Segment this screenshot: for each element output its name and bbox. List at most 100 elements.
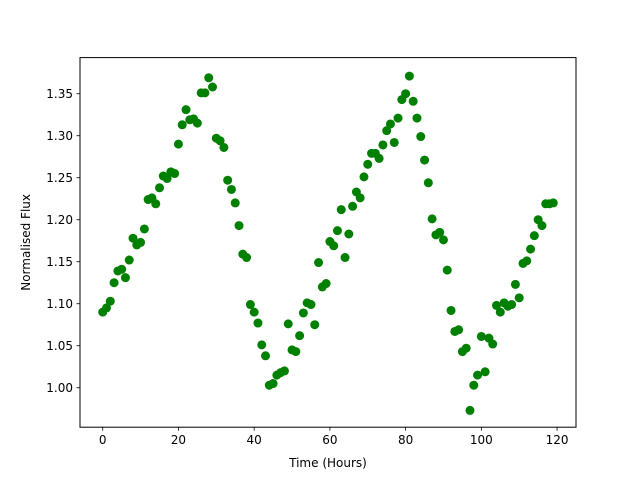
data-point	[537, 221, 547, 231]
data-point	[495, 307, 505, 317]
data-point	[491, 300, 501, 310]
y-tick-label: 1.30	[46, 129, 73, 143]
data-point	[181, 105, 191, 115]
data-point	[454, 325, 464, 335]
data-point	[162, 174, 172, 184]
data-point	[208, 82, 218, 92]
data-point	[105, 296, 115, 306]
data-point	[461, 343, 471, 353]
y-tick-label: 1.00	[46, 381, 73, 395]
data-point	[408, 96, 418, 106]
data-point	[514, 293, 524, 303]
x-axis-ticks: 0 20 40 60 80 100 120	[99, 427, 569, 447]
y-axis-label: Normalised Flux	[19, 194, 33, 291]
x-tick-label: 20	[171, 433, 186, 447]
data-point	[526, 244, 536, 254]
data-point	[548, 198, 558, 208]
data-point	[155, 183, 165, 193]
data-point	[283, 319, 293, 329]
data-point	[321, 279, 331, 289]
data-point	[382, 126, 392, 136]
data-point	[219, 142, 229, 152]
plot-frame	[79, 57, 577, 428]
data-point	[102, 303, 112, 313]
data-point	[314, 258, 324, 268]
data-point	[473, 370, 483, 380]
data-point	[234, 221, 244, 231]
data-point	[416, 132, 426, 142]
data-point	[261, 351, 271, 361]
data-point	[522, 256, 532, 266]
data-point	[136, 237, 146, 247]
x-tick-label: 0	[99, 433, 107, 447]
data-point	[291, 347, 301, 357]
y-tick-label: 1.35	[46, 87, 73, 101]
data-point	[423, 178, 433, 188]
data-point	[420, 155, 430, 165]
data-point	[200, 88, 210, 98]
data-point	[355, 193, 365, 203]
data-point	[529, 231, 539, 241]
data-point	[348, 201, 358, 211]
data-point	[401, 89, 411, 99]
data-point	[230, 198, 240, 208]
data-point	[124, 255, 134, 265]
data-point	[359, 172, 369, 182]
x-tick-label: 60	[322, 433, 337, 447]
data-point	[510, 279, 520, 289]
data-point	[173, 139, 183, 149]
data-point	[378, 140, 388, 150]
data-point	[268, 379, 278, 389]
data-point	[128, 233, 138, 243]
data-point	[109, 278, 119, 288]
x-tick-label: 120	[546, 433, 569, 447]
data-point	[151, 199, 161, 209]
data-point	[298, 308, 308, 318]
data-point	[170, 169, 180, 179]
data-point	[476, 331, 486, 341]
data-point	[363, 159, 373, 169]
data-point	[215, 136, 225, 146]
data-point	[465, 405, 475, 415]
x-tick-label: 80	[398, 433, 413, 447]
data-point	[488, 339, 498, 349]
data-points	[98, 71, 558, 415]
x-axis-label: Time (Hours)	[288, 456, 367, 470]
data-point	[306, 300, 316, 310]
data-point	[295, 331, 305, 341]
data-point	[249, 307, 259, 317]
data-point	[393, 113, 403, 123]
data-point	[404, 71, 414, 81]
data-point	[344, 229, 354, 239]
data-point	[245, 300, 255, 310]
x-tick-label: 100	[470, 433, 493, 447]
data-point	[253, 318, 263, 328]
data-point	[412, 113, 422, 123]
data-point	[120, 273, 130, 283]
data-point	[332, 226, 342, 236]
data-point	[192, 118, 202, 128]
data-point	[442, 265, 452, 275]
data-point	[374, 153, 384, 163]
y-tick-label: 1.10	[46, 297, 73, 311]
data-point	[139, 224, 149, 234]
data-point	[427, 214, 437, 224]
data-point	[336, 205, 346, 215]
data-point	[310, 320, 320, 330]
data-point	[223, 175, 233, 185]
data-point	[438, 235, 448, 245]
y-tick-label: 1.20	[46, 213, 73, 227]
data-point	[329, 241, 339, 251]
y-tick-label: 1.15	[46, 255, 73, 269]
data-point	[177, 120, 187, 130]
data-point	[507, 300, 517, 310]
data-point	[242, 253, 252, 263]
data-point	[446, 305, 456, 315]
y-tick-label: 1.05	[46, 339, 73, 353]
y-tick-label: 1.25	[46, 171, 73, 185]
data-point	[117, 264, 127, 274]
data-point	[435, 227, 445, 237]
data-point	[226, 184, 236, 194]
